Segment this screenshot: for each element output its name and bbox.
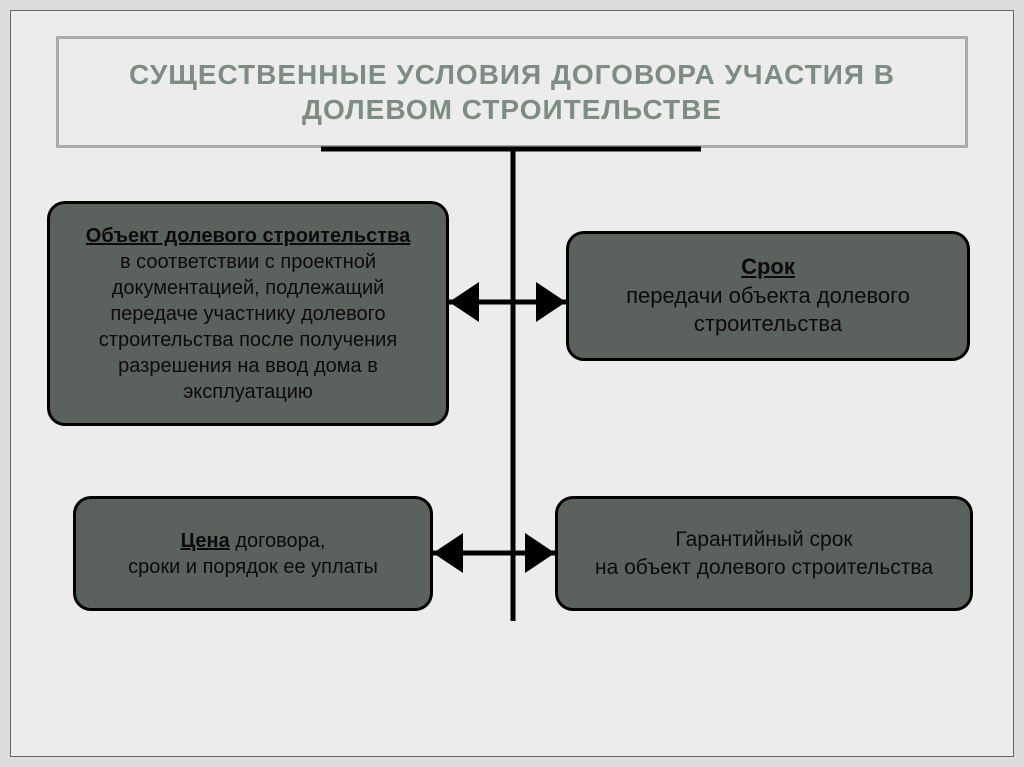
diagram-title: СУЩЕСТВЕННЫЕ УСЛОВИЯ ДОГОВОРА УЧАСТИЯ В … (89, 57, 935, 127)
node-price: Цена договора, сроки и порядок ее уплаты (73, 496, 433, 611)
node-warranty: Гарантийный срок на объект долевого стро… (555, 496, 973, 611)
node-warranty-line2: на объект долевого строительства (595, 554, 933, 581)
title-box: СУЩЕСТВЕННЫЕ УСЛОВИЯ ДОГОВОРА УЧАСТИЯ В … (56, 36, 968, 148)
node-object: Объект долевого строительства в соответс… (47, 201, 449, 426)
node-warranty-line1: Гарантийный срок (675, 526, 852, 553)
node-price-heading: Цена (181, 530, 230, 552)
node-price-heading-rest: договора, (230, 530, 326, 552)
node-object-body: в соответствии с проектной документацией… (68, 249, 428, 405)
node-term: Срок передачи объекта долевого строитель… (566, 231, 970, 361)
diagram-canvas: СУЩЕСТВЕННЫЕ УСЛОВИЯ ДОГОВОРА УЧАСТИЯ В … (10, 10, 1014, 757)
node-term-body: передачи объекта долевого строительства (587, 282, 949, 339)
node-object-heading: Объект долевого строительства (86, 225, 410, 247)
node-price-body: сроки и порядок ее уплаты (128, 554, 378, 580)
node-term-heading: Срок (741, 254, 795, 279)
